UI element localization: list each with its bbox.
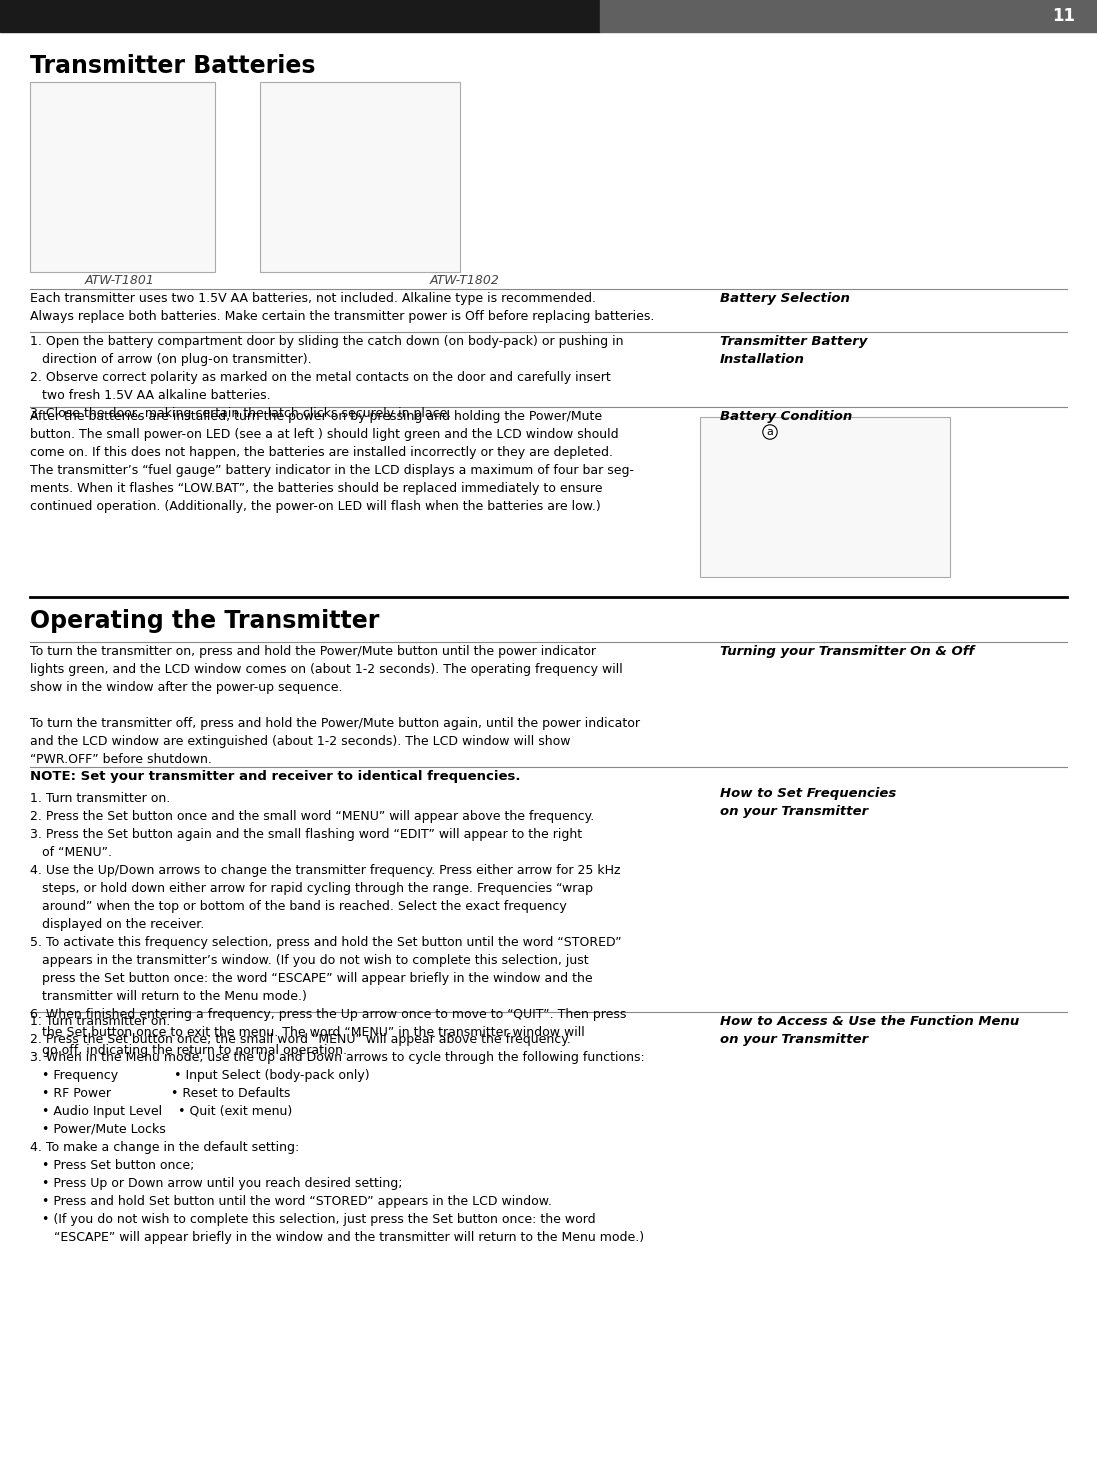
Text: 1. Open the battery compartment door by sliding the catch down (on body-pack) or: 1. Open the battery compartment door by … <box>30 334 623 420</box>
Bar <box>260 82 460 271</box>
Text: Operating the Transmitter: Operating the Transmitter <box>30 609 380 632</box>
Bar <box>0 0 600 32</box>
Text: Battery Condition: Battery Condition <box>720 409 852 422</box>
Text: Each transmitter uses two 1.5V AA batteries, not included. Alkaline type is reco: Each transmitter uses two 1.5V AA batter… <box>30 292 655 323</box>
Text: How to Access & Use the Function Menu
on your Transmitter: How to Access & Use the Function Menu on… <box>720 1015 1019 1046</box>
Bar <box>30 82 215 271</box>
Text: How to Set Frequencies
on your Transmitter: How to Set Frequencies on your Transmitt… <box>720 786 896 819</box>
Text: To turn the transmitter on, press and hold the Power/Mute button until the power: To turn the transmitter on, press and ho… <box>30 645 640 766</box>
Text: NOTE: Set your transmitter and receiver to identical frequencies.: NOTE: Set your transmitter and receiver … <box>30 770 520 783</box>
Text: 1. Turn transmitter on.
2. Press the Set button once and the small word “MENU” w: 1. Turn transmitter on. 2. Press the Set… <box>30 792 626 1058</box>
Text: Battery Selection: Battery Selection <box>720 292 850 305</box>
Bar <box>700 417 950 577</box>
Text: After the batteries are installed, turn the power on by pressing and holding the: After the batteries are installed, turn … <box>30 409 634 513</box>
Text: Turning your Transmitter On & Off: Turning your Transmitter On & Off <box>720 645 974 659</box>
Text: a: a <box>767 427 773 437</box>
Bar <box>600 0 1097 32</box>
Text: ATW-T1802: ATW-T1802 <box>430 274 500 288</box>
Text: ATW-T1801: ATW-T1801 <box>86 274 155 288</box>
Text: 11: 11 <box>1052 7 1075 25</box>
Text: 1. Turn transmitter on.
2. Press the Set button once; the small word “MENU” will: 1. Turn transmitter on. 2. Press the Set… <box>30 1015 645 1244</box>
Text: Transmitter Batteries: Transmitter Batteries <box>30 54 316 78</box>
Text: Transmitter Battery
Installation: Transmitter Battery Installation <box>720 334 868 365</box>
